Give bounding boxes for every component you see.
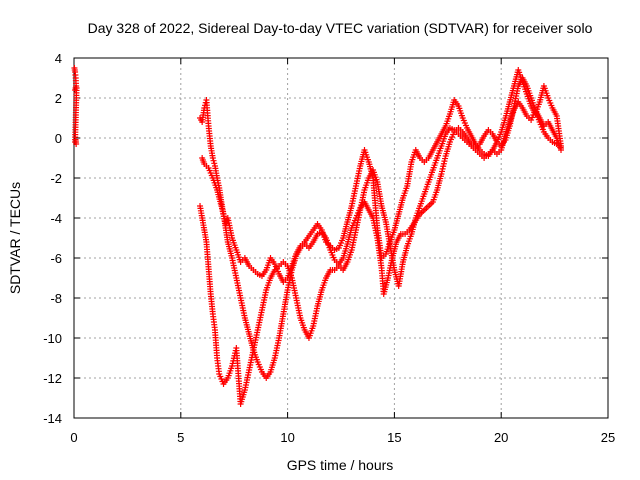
y-tick-label: -12 bbox=[43, 371, 62, 386]
x-tick-label: 10 bbox=[280, 430, 294, 445]
y-tick-label: -8 bbox=[50, 291, 62, 306]
x-axis-ticks: 0 5 10 15 20 25 bbox=[70, 58, 615, 445]
y-axis-ticks: -14 -12 -10 -8 -6 -4 -2 0 2 4 bbox=[43, 51, 608, 426]
y-tick-label: -2 bbox=[50, 171, 62, 186]
data-point bbox=[209, 155, 216, 161]
x-tick-label: 20 bbox=[494, 430, 508, 445]
y-tick-label: -4 bbox=[50, 211, 62, 226]
data-marks bbox=[71, 65, 565, 407]
x-tick-label: 5 bbox=[177, 430, 184, 445]
y-tick-label: 0 bbox=[55, 131, 62, 146]
y-tick-label: -6 bbox=[50, 251, 62, 266]
x-axis-label: GPS time / hours bbox=[287, 457, 394, 473]
x-tick-label: 25 bbox=[601, 430, 615, 445]
data-point bbox=[72, 137, 79, 143]
x-tick-label: 15 bbox=[387, 430, 401, 445]
y-tick-label: -14 bbox=[43, 411, 62, 426]
x-tick-label: 0 bbox=[70, 430, 77, 445]
chart-title: Day 328 of 2022, Sidereal Day-to-day VTE… bbox=[88, 20, 593, 36]
data-point bbox=[211, 160, 218, 167]
y-axis-label: SDTVAR / TECUs bbox=[7, 182, 23, 294]
plot-frame bbox=[73, 57, 609, 419]
data-point bbox=[558, 147, 565, 153]
data-point bbox=[210, 157, 217, 164]
y-tick-label: 2 bbox=[55, 91, 62, 106]
y-tick-label: -10 bbox=[43, 331, 62, 346]
y-tick-label: 4 bbox=[55, 51, 62, 66]
